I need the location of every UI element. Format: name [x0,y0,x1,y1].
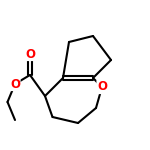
Text: O: O [97,81,107,93]
Text: O: O [25,48,35,60]
Text: O: O [10,78,20,90]
